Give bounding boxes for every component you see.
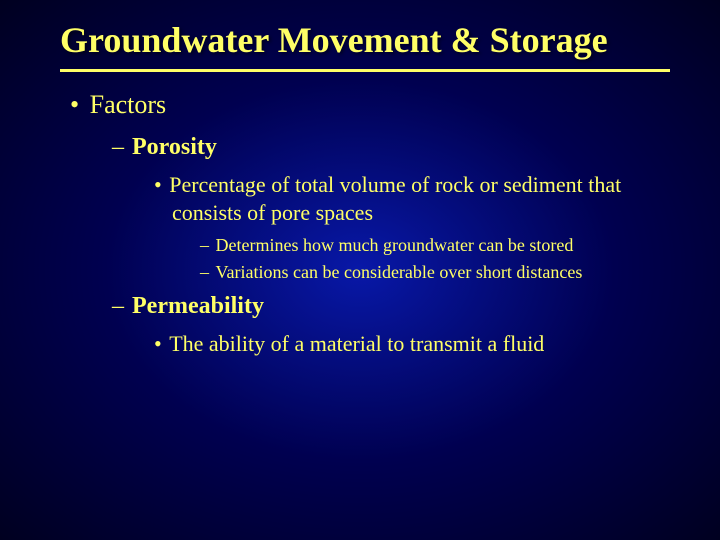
porosity-sub-stored: Determines how much groundwater can be s…	[200, 234, 670, 257]
permeability-definition: The ability of a material to transmit a …	[154, 330, 670, 358]
slide-title: Groundwater Movement & Storage	[60, 20, 670, 72]
bullet-porosity: Porosity	[112, 134, 670, 161]
bullet-permeability: Permeability	[112, 293, 670, 320]
slide-container: Groundwater Movement & Storage Factors P…	[0, 0, 720, 386]
porosity-sub-variations: Variations can be considerable over shor…	[200, 261, 670, 284]
porosity-definition: Percentage of total volume of rock or se…	[154, 171, 670, 226]
bullet-factors: Factors	[70, 90, 670, 120]
